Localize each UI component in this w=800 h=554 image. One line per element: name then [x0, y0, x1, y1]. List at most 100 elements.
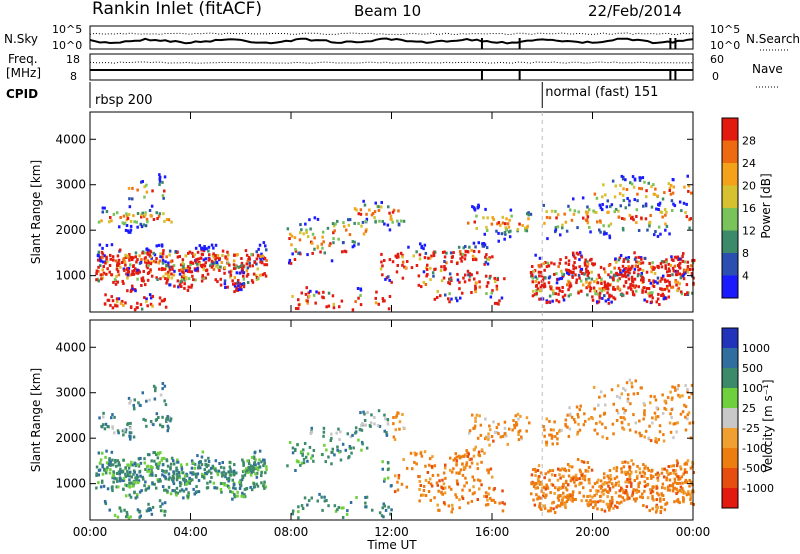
heatmap-cell: [109, 460, 112, 464]
heatmap-cell: [659, 509, 663, 513]
colorbar-segment: [722, 275, 738, 298]
heatmap-cell: [126, 268, 129, 272]
heatmap-cell: [601, 422, 604, 426]
heatmap-cell: [482, 216, 485, 220]
heatmap-cell: [568, 208, 572, 212]
heatmap-cell: [561, 474, 564, 478]
heatmap-cell: [634, 284, 638, 288]
heatmap-cell: [506, 222, 510, 226]
heatmap-cell: [587, 466, 591, 469]
heatmap-cell: [600, 277, 603, 281]
heatmap-cell: [353, 240, 356, 244]
heatmap-cell: [332, 237, 335, 241]
heatmap-cell: [688, 421, 691, 425]
heatmap-cell: [159, 451, 162, 455]
heatmap-cell: [249, 473, 253, 477]
heatmap-cell: [197, 464, 201, 468]
heatmap-cell: [167, 477, 171, 481]
heatmap-cell: [148, 293, 152, 297]
heatmap-cell: [117, 297, 121, 301]
heatmap-cell: [635, 497, 638, 501]
heatmap-cell: [654, 437, 657, 441]
heatmap-cell: [135, 220, 138, 224]
heatmap-cell: [689, 480, 693, 484]
heatmap-cell: [595, 492, 598, 496]
heatmap-cell: [130, 305, 133, 309]
heatmap-cell: [103, 302, 107, 306]
heatmap-cell: [238, 271, 242, 275]
heatmap-cell: [256, 254, 260, 258]
heatmap-cell: [686, 267, 689, 271]
heatmap-cell: [599, 414, 602, 418]
heatmap-cell: [156, 278, 159, 281]
heatmap-cell: [661, 482, 665, 486]
heatmap-cell: [491, 216, 494, 220]
date-label: 22/Feb/2014: [588, 2, 682, 20]
heatmap-cell: [663, 486, 667, 490]
heatmap-cell: [674, 472, 678, 476]
heatmap-cell: [207, 258, 211, 262]
heatmap-cell: [122, 478, 125, 482]
heatmap-cell: [121, 261, 124, 264]
heatmap-cell: [308, 218, 311, 222]
heatmap-cell: [536, 486, 539, 490]
heatmap-cell: [365, 212, 368, 216]
heatmap-cell: [262, 484, 265, 488]
heatmap-cell: [676, 421, 679, 425]
heatmap-cell: [360, 428, 364, 432]
heatmap-cell: [652, 285, 656, 288]
heatmap-cell: [543, 428, 546, 432]
heatmap-cell: [242, 285, 246, 289]
heatmap-cell: [155, 412, 159, 416]
heatmap-cell: [617, 480, 620, 484]
heatmap-cell: [332, 241, 335, 245]
colorbar-frame: [721, 327, 739, 509]
heatmap-cell: [599, 495, 602, 498]
heatmap-cell: [312, 449, 316, 452]
heatmap-cell: [593, 280, 596, 284]
heatmap-cell: [660, 471, 664, 475]
heatmap-cell: [221, 461, 224, 464]
heatmap-cell: [151, 304, 154, 308]
heatmap-cell: [101, 472, 105, 476]
heatmap-cell: [227, 261, 230, 265]
heatmap-cell: [687, 189, 690, 193]
heatmap-cell: [538, 505, 541, 509]
heatmap-cell: [299, 463, 302, 467]
heatmap-cell: [672, 468, 675, 472]
heatmap-cell: [643, 471, 646, 475]
heatmap-cell: [397, 476, 400, 480]
heatmap-cell: [383, 259, 386, 262]
heatmap-cell: [191, 261, 195, 265]
heatmap-cell: [682, 498, 685, 502]
heatmap-cell: [204, 459, 207, 463]
heatmap-cell: [364, 501, 367, 505]
heatmap-cell: [500, 296, 504, 300]
heatmap-cell: [584, 419, 587, 423]
heatmap-cell: [124, 472, 127, 476]
heatmap-cell: [296, 443, 299, 447]
heatmap-cell: [649, 488, 652, 492]
heatmap-cell: [548, 216, 552, 220]
heatmap-cell: [656, 415, 660, 419]
heatmap-cell: [389, 214, 393, 218]
heatmap-cell: [112, 258, 115, 262]
heatmap-cell: [647, 436, 650, 440]
heatmap-cell: [581, 196, 585, 200]
heatmap-cell: [250, 455, 254, 459]
heatmap-cell: [101, 256, 104, 260]
heatmap-cell: [685, 215, 689, 219]
heatmap-cell: [663, 467, 666, 471]
heatmap-cell: [139, 474, 142, 478]
heatmap-cell: [571, 251, 575, 255]
heatmap-cell: [470, 248, 473, 252]
heatmap-cell: [440, 486, 444, 490]
heatmap-cell: [144, 480, 147, 484]
heatmap-cell: [111, 299, 115, 303]
heatmap-cell: [166, 489, 169, 493]
heatmap-cell: [439, 294, 442, 298]
heatmap-cell: [196, 269, 200, 273]
heatmap-cell: [129, 399, 132, 403]
heatmap-cell: [454, 452, 457, 456]
heatmap-cell: [139, 514, 142, 518]
